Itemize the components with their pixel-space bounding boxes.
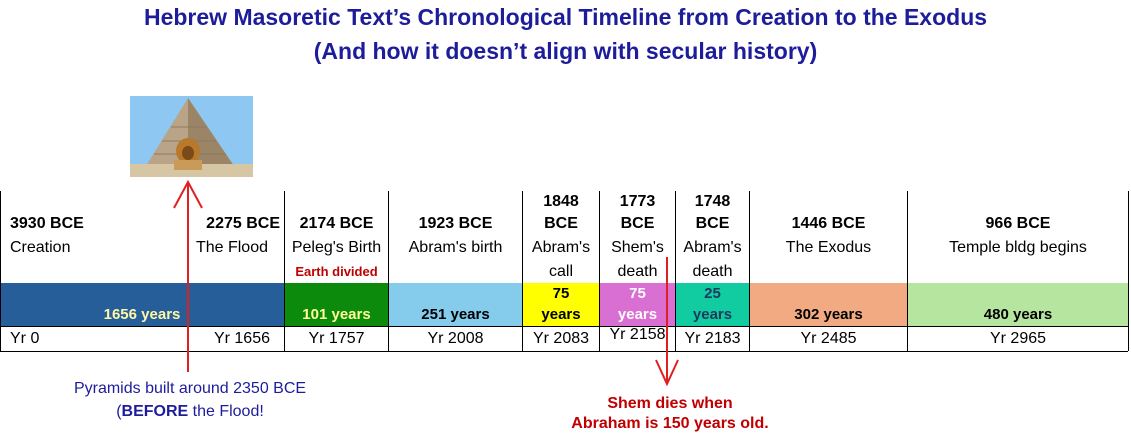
year-mark: Yr 0 [10,330,40,347]
exodus-date: 1446 BCE [791,215,866,232]
divider-line [522,191,523,351]
creation-date: 3930 BCE [10,215,84,232]
exodus-label: The Exodus [785,239,872,256]
year-mark: Yr 2158 [609,326,666,343]
shem-arrow [655,257,679,387]
timeline-bottom-line [0,351,1128,352]
peleg-date: 2174 BCE [299,215,374,232]
span-abram-death-number: 25 [704,285,721,302]
span-abram-death-unit: years [692,306,733,323]
temple-date: 966 BCE [985,215,1051,232]
abram-call-label-2: call [548,263,573,280]
span-creation-flood-years: 1656 years [103,306,181,323]
abram-death-label-2: death [692,263,733,280]
shem-death-date-year: 1773 [619,193,656,210]
year-mark: Yr 1656 [213,330,270,347]
pyramid-arrow [173,179,203,372]
span-exodus-years: 302 years [794,306,863,323]
divider-line [388,191,389,351]
abram-death-label: Abram's [683,239,742,256]
span-band-peleg-abram [389,283,522,326]
shem-note-line1: Shem dies when [607,395,733,412]
year-mark: Yr 2183 [684,330,741,347]
abram-birth-label: Abram's birth [408,239,503,256]
year-mark: Yr 1757 [308,330,365,347]
year-mark: Yr 2965 [989,330,1047,347]
abram-death-date-era: BCE [695,215,730,232]
shem-death-date-era: BCE [620,215,655,232]
span-peleg-abram-years: 251 years [421,306,490,323]
span-temple-years: 480 years [983,306,1053,323]
divider-line [1128,191,1129,351]
span-band-abram-death [676,283,749,326]
shem-death-label: Shem's [611,239,664,256]
abram-call-label: Abram's [531,239,591,256]
pyramids-note-line1: Pyramids built around 2350 BCE [73,380,307,397]
divider-line [0,191,1,351]
abram-call-date-year: 1848 [543,193,579,210]
year-mark: Yr 2485 [800,330,857,347]
pyramids-note-line2: (BEFORE the Flood! [116,403,264,420]
shem-death-label-2: death [617,263,658,280]
divider-line [675,191,676,351]
span-band-shem-death [600,283,675,326]
shem-note-line2: Abraham is 150 years old. [571,415,769,432]
abram-birth-date: 1923 BCE [418,215,493,232]
span-band-flood-peleg [285,283,388,326]
peleg-label: Peleg's Birth [291,239,382,256]
band-bottom-line [0,326,1128,327]
temple-label: Temple bldg begins [949,239,1087,256]
divider-line [284,191,285,351]
span-shem-death-unit: years [617,306,658,323]
earth-divided-label: Earth divided [295,264,378,279]
span-shem-death-number: 75 [629,285,646,302]
divider-line [599,191,600,351]
abram-call-date-era: BCE [544,215,578,232]
span-abram-call-unit: years [541,306,581,323]
year-mark: Yr 2083 [532,330,590,347]
span-flood-peleg-years: 101 years [302,306,371,323]
span-band-exodus [750,283,907,326]
page-subtitle: (And how it doesn’t align with secular h… [313,38,818,64]
span-band-temple [908,283,1128,326]
span-band-creation-flood [0,283,284,326]
year-mark: Yr 2008 [427,330,484,347]
span-band-abram-call [523,283,599,326]
abram-death-date-year: 1748 [694,193,731,210]
span-abram-call-number: 75 [552,285,570,302]
page-title: Hebrew Masoretic Text’s Chronological Ti… [143,4,988,30]
pyramid-sphinx-image [130,96,253,177]
creation-label: Creation [10,239,71,256]
divider-line [749,191,750,351]
flood-date: 2275 BCE [206,215,280,232]
flood-label: The Flood [195,239,268,256]
divider-line [907,191,908,351]
